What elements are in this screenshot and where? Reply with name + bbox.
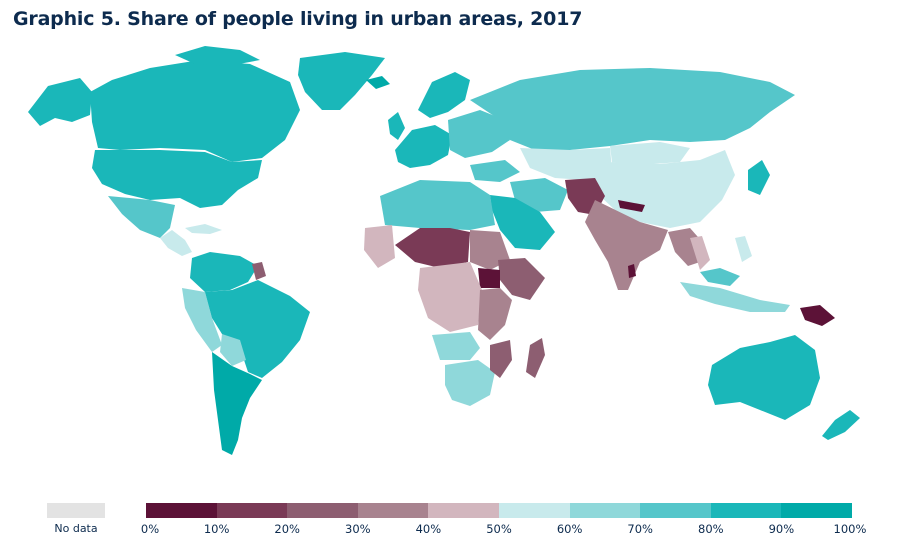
region-indonesia[interactable] (680, 282, 790, 312)
legend-tick-label: 0% (140, 522, 160, 536)
region-angola[interactable] (432, 332, 480, 360)
legend-color-bar (146, 503, 852, 518)
region-central-america[interactable] (160, 230, 192, 256)
world-map (28, 46, 860, 455)
region-south-sudan[interactable] (478, 268, 500, 288)
region-russia[interactable] (470, 68, 795, 150)
chart-title: Graphic 5. Share of people living in urb… (13, 8, 583, 30)
legend-segment (781, 503, 852, 518)
region-east-africa[interactable] (478, 288, 512, 340)
legend-tick-label: 70% (627, 522, 653, 536)
region-india[interactable] (585, 200, 668, 290)
region-southern-africa[interactable] (445, 360, 495, 406)
region-guianas[interactable] (252, 262, 266, 280)
legend-segment (216, 503, 288, 518)
region-nepal[interactable] (618, 200, 645, 212)
legend-segment (357, 503, 429, 518)
region-new-zealand[interactable] (822, 410, 860, 440)
region-mongolia[interactable] (610, 142, 690, 165)
region-caribbean[interactable] (185, 224, 222, 234)
region-saudi[interactable] (490, 195, 555, 250)
region-western-europe[interactable] (395, 125, 452, 168)
legend-tick-label: 40% (415, 522, 442, 536)
region-brazil[interactable] (205, 280, 310, 378)
legend-segment (498, 503, 570, 518)
region-canada[interactable] (90, 60, 300, 162)
legend-segment (640, 503, 711, 518)
region-colombia-venezuela[interactable] (190, 252, 258, 292)
region-uk[interactable] (388, 112, 405, 140)
legend-no-data-label: No data (54, 522, 98, 535)
legend-tick-label: 50% (486, 522, 512, 536)
region-arctic-islands[interactable] (175, 46, 260, 66)
region-usa[interactable] (92, 150, 262, 208)
region-australia[interactable] (708, 335, 820, 420)
region-sahel[interactable] (395, 228, 470, 268)
region-alaska[interactable] (28, 78, 92, 126)
region-malaysia[interactable] (700, 268, 740, 286)
region-mexico[interactable] (108, 196, 175, 238)
legend-no-data-swatch (47, 503, 105, 518)
region-greenland[interactable] (298, 52, 385, 110)
region-philippines[interactable] (735, 236, 752, 262)
legend-segment (146, 503, 217, 518)
legend-segment (287, 503, 358, 518)
region-china[interactable] (585, 150, 735, 228)
legend-tick-label: 30% (345, 522, 371, 536)
legend-tick-label: 90% (768, 522, 795, 536)
region-japan[interactable] (748, 160, 770, 195)
region-central-asia[interactable] (520, 148, 612, 180)
region-bolivia[interactable] (220, 334, 246, 366)
region-turkey[interactable] (470, 160, 520, 182)
legend-tick-label: 10% (203, 522, 230, 536)
legend-tick-label: 60% (556, 522, 583, 536)
region-sri-lanka[interactable] (628, 264, 636, 278)
region-mozambique[interactable] (490, 340, 512, 378)
region-central-africa[interactable] (418, 262, 482, 332)
region-argentina-chile[interactable] (212, 352, 262, 455)
region-scandinavia[interactable] (418, 72, 470, 118)
legend-segment (569, 503, 641, 518)
region-png[interactable] (800, 305, 835, 326)
legend-tick-label: 20% (274, 522, 300, 536)
region-eastern-europe[interactable] (448, 110, 510, 158)
legend-segment (710, 503, 782, 518)
region-peru[interactable] (182, 288, 222, 352)
legend-tick-label: 100% (833, 522, 867, 536)
region-madagascar[interactable] (526, 338, 545, 378)
region-north-africa[interactable] (380, 180, 495, 230)
region-iceland[interactable] (366, 76, 390, 89)
region-indochina[interactable] (690, 236, 710, 270)
region-west-africa[interactable] (364, 225, 395, 268)
legend-tick-label: 80% (698, 522, 724, 536)
region-horn[interactable] (498, 258, 545, 300)
legend-segment (428, 503, 499, 518)
